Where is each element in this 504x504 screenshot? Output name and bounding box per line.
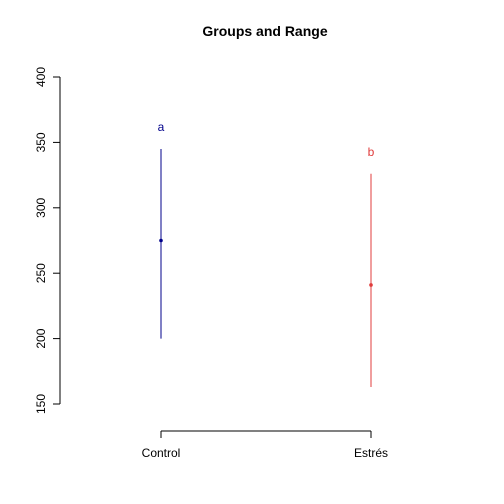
center-point-1: [369, 283, 373, 287]
y-tick-label: 200: [34, 328, 48, 348]
y-tick-label: 300: [34, 197, 48, 217]
x-tick-label: Control: [142, 446, 181, 460]
group-letter-1: b: [368, 145, 375, 159]
group-letter-0: a: [158, 120, 165, 134]
y-tick-label: 150: [34, 394, 48, 414]
y-tick-label: 400: [34, 67, 48, 87]
center-point-0: [159, 238, 163, 243]
x-tick-label: Estrés: [354, 446, 388, 460]
x-axis: Control Estrés: [142, 430, 388, 460]
y-tick-label: 250: [34, 263, 48, 283]
y-tick-label: 350: [34, 132, 48, 152]
chart-title: Groups and Range: [202, 23, 327, 39]
y-axis: 150 200 250 300 350 400: [34, 67, 61, 414]
plot-marks: ab: [158, 120, 375, 387]
